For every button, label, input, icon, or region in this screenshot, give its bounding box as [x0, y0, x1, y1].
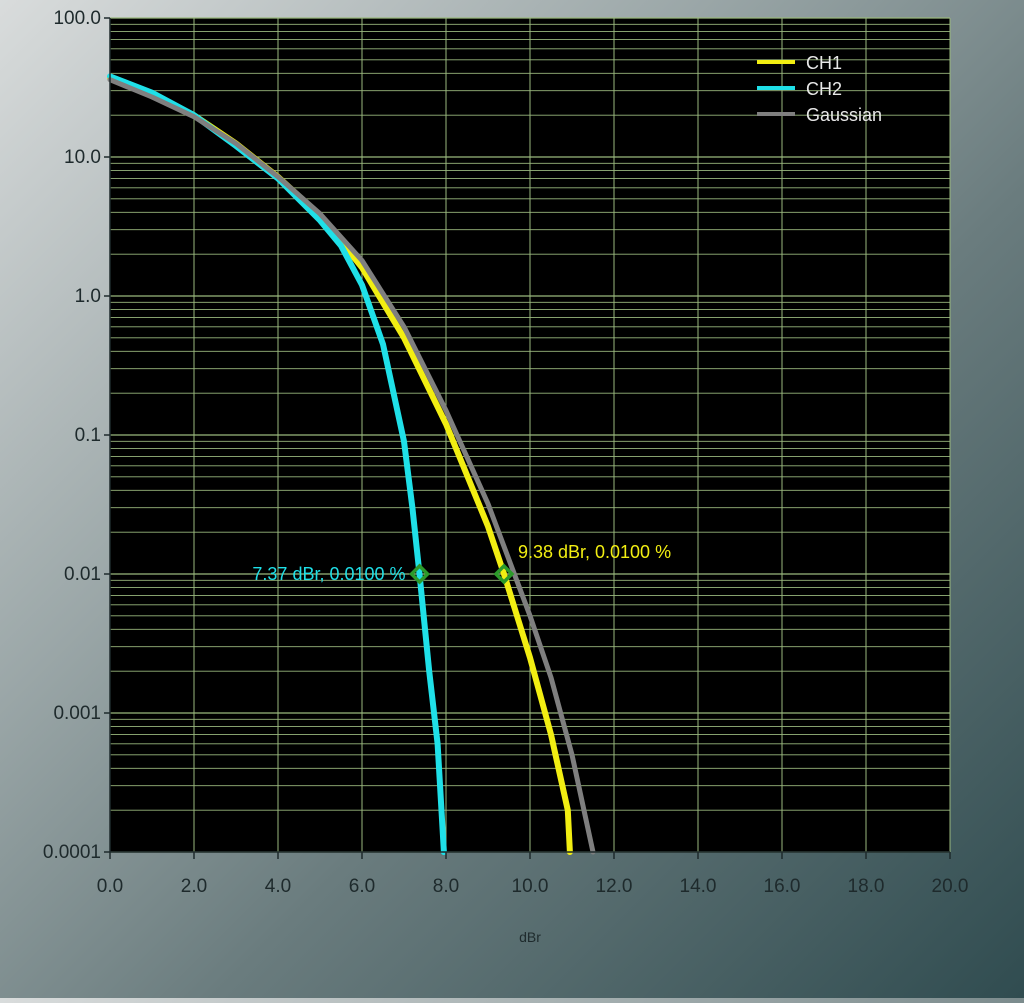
x-tick-label: 2.0 — [181, 876, 207, 897]
annotation-label: 9.38 dBr, 0.0100 % — [518, 542, 671, 562]
y-tick-label: 0.1 — [75, 425, 101, 446]
x-tick-label: 18.0 — [848, 876, 885, 897]
x-tick-label: 14.0 — [680, 876, 717, 897]
annotation-markers: 7.37 dBr, 0.0100 % 9.38 dBr, 0.0100 % — [252, 542, 671, 585]
y-tick-label: 0.001 — [53, 703, 101, 724]
y-tick-label: 10.0 — [64, 147, 101, 168]
legend-label: Gaussian — [806, 105, 882, 125]
x-tick-label: 16.0 — [764, 876, 801, 897]
x-tick-label: 6.0 — [349, 876, 375, 897]
x-tick-label: 8.0 — [433, 876, 459, 897]
series-line-gaussian — [107, 77, 596, 855]
x-tick-label: 20.0 — [932, 876, 969, 897]
x-tick-label: 12.0 — [596, 876, 633, 897]
y-tick-label: 0.0001 — [43, 842, 101, 863]
x-tick-label: 4.0 — [265, 876, 291, 897]
axes: 0.0 2.0 4.0 6.0 8.0 10.0 12.0 14.0 16.0 18.0 20.0 1… — [43, 8, 969, 897]
y-tick-label: 100.0 — [53, 8, 101, 29]
series-lines — [107, 73, 596, 855]
x-axis-label: dBr — [519, 929, 541, 945]
y-tick-label: 0.01 — [64, 564, 101, 585]
x-tick-label: 10.0 — [512, 876, 549, 897]
legend-label: CH1 — [806, 53, 842, 73]
legend-label: CH2 — [806, 79, 842, 99]
marker-diamond — [409, 563, 431, 585]
annotation-label: 7.37 dBr, 0.0100 % — [252, 564, 405, 584]
x-tick-label: 0.0 — [97, 876, 123, 897]
legend: CH1 CH2 Gaussian — [757, 53, 882, 125]
y-tick-label: 1.0 — [75, 286, 101, 307]
marker-diamond — [493, 563, 515, 585]
